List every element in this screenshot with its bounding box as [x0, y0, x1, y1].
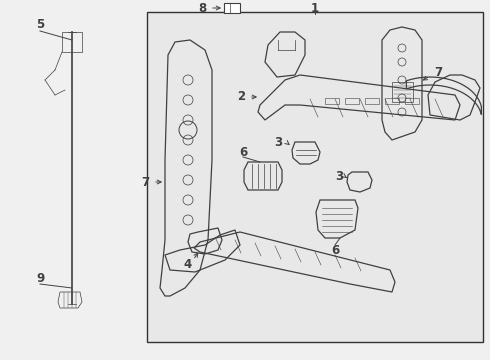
Text: 6: 6	[331, 243, 339, 256]
Text: 6: 6	[239, 145, 247, 158]
Text: 2: 2	[237, 90, 245, 104]
Polygon shape	[224, 3, 240, 13]
Text: 9: 9	[36, 271, 44, 284]
Text: 3: 3	[335, 170, 343, 183]
Text: 7: 7	[141, 175, 149, 189]
Polygon shape	[147, 12, 483, 342]
Text: 4: 4	[184, 258, 192, 271]
Text: 7: 7	[434, 66, 442, 78]
Text: 8: 8	[198, 1, 206, 14]
Text: 1: 1	[311, 1, 319, 14]
Text: 5: 5	[36, 18, 44, 31]
Text: 3: 3	[274, 135, 282, 148]
